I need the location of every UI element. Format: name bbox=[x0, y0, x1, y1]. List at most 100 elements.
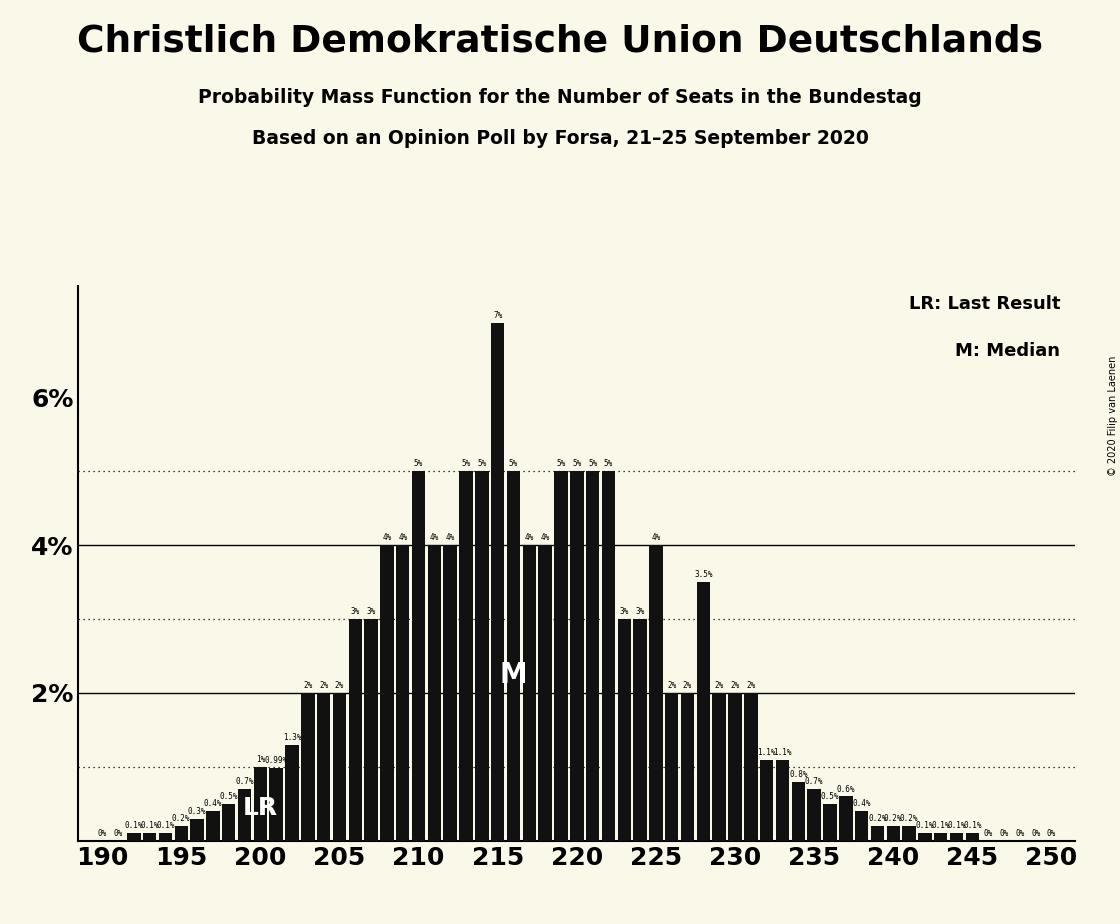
Text: 2%: 2% bbox=[746, 681, 756, 690]
Text: 0.4%: 0.4% bbox=[204, 799, 222, 808]
Bar bbox=[823, 804, 837, 841]
Bar bbox=[206, 811, 220, 841]
Text: 4%: 4% bbox=[524, 533, 534, 542]
Bar bbox=[697, 582, 710, 841]
Bar bbox=[887, 826, 900, 841]
Bar bbox=[491, 323, 504, 841]
Text: 0%: 0% bbox=[1032, 829, 1040, 838]
Text: 0.7%: 0.7% bbox=[805, 777, 823, 786]
Text: 0.5%: 0.5% bbox=[220, 792, 237, 801]
Bar bbox=[444, 545, 457, 841]
Text: 0.1%: 0.1% bbox=[916, 821, 934, 831]
Text: LR: Last Result: LR: Last Result bbox=[908, 295, 1061, 312]
Bar bbox=[428, 545, 441, 841]
Text: 0.2%: 0.2% bbox=[899, 814, 918, 823]
Text: Christlich Demokratische Union Deutschlands: Christlich Demokratische Union Deutschla… bbox=[77, 23, 1043, 59]
Bar bbox=[744, 693, 757, 841]
Text: 0%: 0% bbox=[1015, 829, 1025, 838]
Bar bbox=[570, 471, 584, 841]
Bar bbox=[870, 826, 884, 841]
Bar bbox=[665, 693, 679, 841]
Text: 0%: 0% bbox=[999, 829, 1009, 838]
Text: 3%: 3% bbox=[635, 607, 645, 616]
Text: 1%: 1% bbox=[255, 755, 265, 764]
Bar bbox=[681, 693, 694, 841]
Bar bbox=[222, 804, 235, 841]
Text: 2%: 2% bbox=[319, 681, 328, 690]
Text: 4%: 4% bbox=[398, 533, 408, 542]
Text: 0.99%: 0.99% bbox=[264, 756, 288, 765]
Text: M: Median: M: Median bbox=[955, 342, 1061, 359]
Bar bbox=[380, 545, 393, 841]
Text: 0.1%: 0.1% bbox=[948, 821, 965, 831]
Text: 5%: 5% bbox=[604, 459, 613, 468]
Text: 0.2%: 0.2% bbox=[884, 814, 903, 823]
Text: 0.1%: 0.1% bbox=[963, 821, 981, 831]
Bar bbox=[348, 619, 362, 841]
Text: 5%: 5% bbox=[477, 459, 486, 468]
Bar bbox=[364, 619, 377, 841]
Bar bbox=[808, 789, 821, 841]
Text: 1.1%: 1.1% bbox=[773, 748, 792, 757]
Bar bbox=[855, 811, 868, 841]
Bar bbox=[839, 796, 852, 841]
Bar bbox=[190, 819, 204, 841]
Bar bbox=[903, 826, 916, 841]
Bar bbox=[792, 782, 805, 841]
Text: 5%: 5% bbox=[557, 459, 566, 468]
Text: 2%: 2% bbox=[304, 681, 312, 690]
Bar bbox=[237, 789, 251, 841]
Bar bbox=[459, 471, 473, 841]
Bar bbox=[539, 545, 552, 841]
Bar bbox=[586, 471, 599, 841]
Text: Probability Mass Function for the Number of Seats in the Bundestag: Probability Mass Function for the Number… bbox=[198, 88, 922, 107]
Bar bbox=[950, 833, 963, 841]
Text: 5%: 5% bbox=[508, 459, 519, 468]
Text: 0.1%: 0.1% bbox=[156, 821, 175, 831]
Text: 2%: 2% bbox=[715, 681, 724, 690]
Bar bbox=[554, 471, 568, 841]
Bar bbox=[934, 833, 948, 841]
Text: 4%: 4% bbox=[382, 533, 392, 542]
Text: Based on an Opinion Poll by Forsa, 21–25 September 2020: Based on an Opinion Poll by Forsa, 21–25… bbox=[252, 129, 868, 149]
Text: 0%: 0% bbox=[1047, 829, 1056, 838]
Text: 3%: 3% bbox=[351, 607, 360, 616]
Bar bbox=[159, 833, 172, 841]
Text: 1.3%: 1.3% bbox=[282, 733, 301, 742]
Bar bbox=[317, 693, 330, 841]
Text: 2%: 2% bbox=[335, 681, 344, 690]
Text: 3%: 3% bbox=[619, 607, 629, 616]
Text: 3.5%: 3.5% bbox=[694, 570, 712, 579]
Bar bbox=[286, 745, 299, 841]
Text: 2%: 2% bbox=[668, 681, 676, 690]
Text: 4%: 4% bbox=[652, 533, 661, 542]
Bar bbox=[301, 693, 315, 841]
Bar bbox=[475, 471, 488, 841]
Bar bbox=[412, 471, 426, 841]
Text: LR: LR bbox=[243, 796, 278, 820]
Text: 3%: 3% bbox=[366, 607, 375, 616]
Bar bbox=[634, 619, 647, 841]
Text: 7%: 7% bbox=[493, 311, 502, 321]
Text: 0.1%: 0.1% bbox=[140, 821, 159, 831]
Text: 0.2%: 0.2% bbox=[172, 814, 190, 823]
Text: 0.6%: 0.6% bbox=[837, 784, 855, 794]
Bar bbox=[270, 768, 283, 841]
Bar bbox=[506, 471, 520, 841]
Bar bbox=[143, 833, 157, 841]
Text: 0.4%: 0.4% bbox=[852, 799, 871, 808]
Text: 4%: 4% bbox=[541, 533, 550, 542]
Text: 0.2%: 0.2% bbox=[868, 814, 887, 823]
Bar bbox=[127, 833, 140, 841]
Bar bbox=[333, 693, 346, 841]
Text: 0.8%: 0.8% bbox=[790, 770, 808, 779]
Text: 0.3%: 0.3% bbox=[188, 807, 206, 816]
Bar bbox=[253, 767, 267, 841]
Text: 4%: 4% bbox=[446, 533, 455, 542]
Text: 1.1%: 1.1% bbox=[757, 748, 776, 757]
Text: © 2020 Filip van Laenen: © 2020 Filip van Laenen bbox=[1108, 356, 1118, 476]
Bar bbox=[760, 760, 774, 841]
Bar bbox=[601, 471, 615, 841]
Bar bbox=[617, 619, 631, 841]
Text: 5%: 5% bbox=[461, 459, 470, 468]
